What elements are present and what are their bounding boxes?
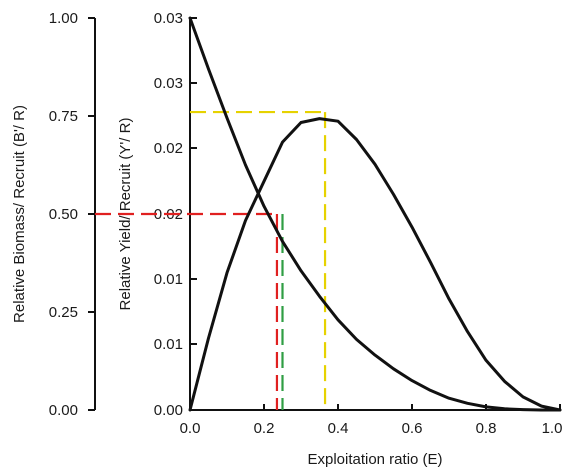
x-tick-label: 0.2 [254, 420, 275, 437]
left-tick-label: 0.75 [49, 108, 78, 125]
right-tick-label: 0.03 [154, 75, 183, 92]
left-tick-label-highlight: 0.50 [49, 206, 78, 223]
right-axis: 0.00 0.01 0.01 0.02 0.02 0.03 0.03 Relat… [117, 10, 197, 419]
x-tick-label: 0.4 [328, 420, 349, 437]
x-tick-label: 0.0 [180, 420, 201, 437]
x-axis: 0.0 0.2 0.4 0.6 0.8 1.0 Exploitation rat… [180, 404, 563, 468]
right-tick-label: 0.02 [154, 140, 183, 157]
x-axis-title: Exploitation ratio (E) [307, 451, 442, 468]
right-tick-label: 0.01 [154, 271, 183, 288]
x-tick-label: 0.8 [476, 420, 497, 437]
left-axis-title: Relative Biomass/ Recruit (B'/ R) [11, 105, 28, 323]
left-axis: 0.00 0.25 0.50 0.75 1.00 Relative Biomas… [11, 10, 96, 419]
left-tick-label: 0.25 [49, 304, 78, 321]
left-tick-label: 1.00 [49, 10, 78, 27]
left-tick-label: 0.00 [49, 402, 78, 419]
right-tick-label: 0.00 [154, 402, 183, 419]
x-tick-label: 1.0 [542, 420, 563, 437]
right-tick-label: 0.03 [154, 10, 183, 27]
biomass-per-recruit-curve [188, 16, 562, 412]
reference-lines [95, 110, 327, 410]
series-lines [188, 16, 562, 412]
x-tick-label: 0.6 [402, 420, 423, 437]
yield-per-recruit-curve [188, 117, 562, 412]
right-tick-label: 0.01 [154, 336, 183, 353]
